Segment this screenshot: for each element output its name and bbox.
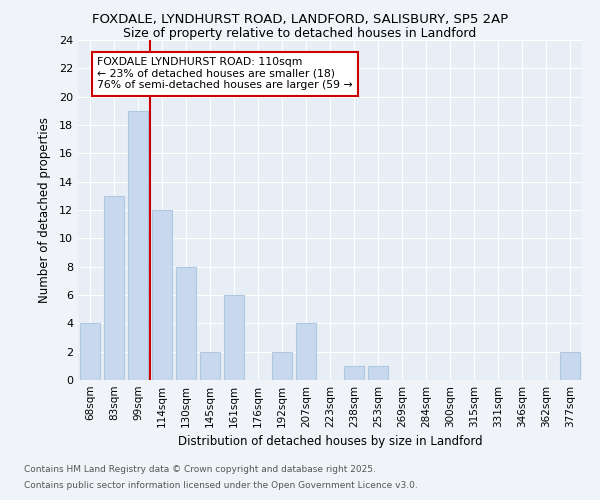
Bar	[272, 352, 292, 380]
Bar	[368, 366, 388, 380]
Bar	[344, 366, 364, 380]
Text: Contains public sector information licensed under the Open Government Licence v3: Contains public sector information licen…	[24, 480, 418, 490]
Bar	[560, 352, 580, 380]
Text: Size of property relative to detached houses in Landford: Size of property relative to detached ho…	[124, 28, 476, 40]
Bar	[80, 324, 100, 380]
Text: FOXDALE, LYNDHURST ROAD, LANDFORD, SALISBURY, SP5 2AP: FOXDALE, LYNDHURST ROAD, LANDFORD, SALIS…	[92, 12, 508, 26]
Text: Contains HM Land Registry data © Crown copyright and database right 2025.: Contains HM Land Registry data © Crown c…	[24, 466, 376, 474]
Bar	[104, 196, 124, 380]
Bar	[224, 295, 244, 380]
Bar	[296, 324, 316, 380]
Bar	[176, 266, 196, 380]
Text: FOXDALE LYNDHURST ROAD: 110sqm
← 23% of detached houses are smaller (18)
76% of : FOXDALE LYNDHURST ROAD: 110sqm ← 23% of …	[97, 57, 353, 90]
Bar	[152, 210, 172, 380]
Bar	[128, 111, 148, 380]
Bar	[200, 352, 220, 380]
X-axis label: Distribution of detached houses by size in Landford: Distribution of detached houses by size …	[178, 436, 482, 448]
Y-axis label: Number of detached properties: Number of detached properties	[38, 117, 50, 303]
